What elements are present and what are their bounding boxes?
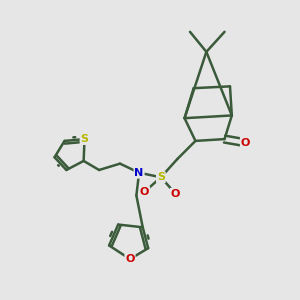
Text: S: S	[80, 134, 88, 144]
Text: O: O	[125, 254, 135, 264]
Text: O: O	[241, 138, 250, 148]
Text: O: O	[171, 189, 180, 199]
Text: S: S	[157, 172, 165, 182]
Text: N: N	[134, 168, 144, 178]
Text: O: O	[140, 187, 149, 197]
